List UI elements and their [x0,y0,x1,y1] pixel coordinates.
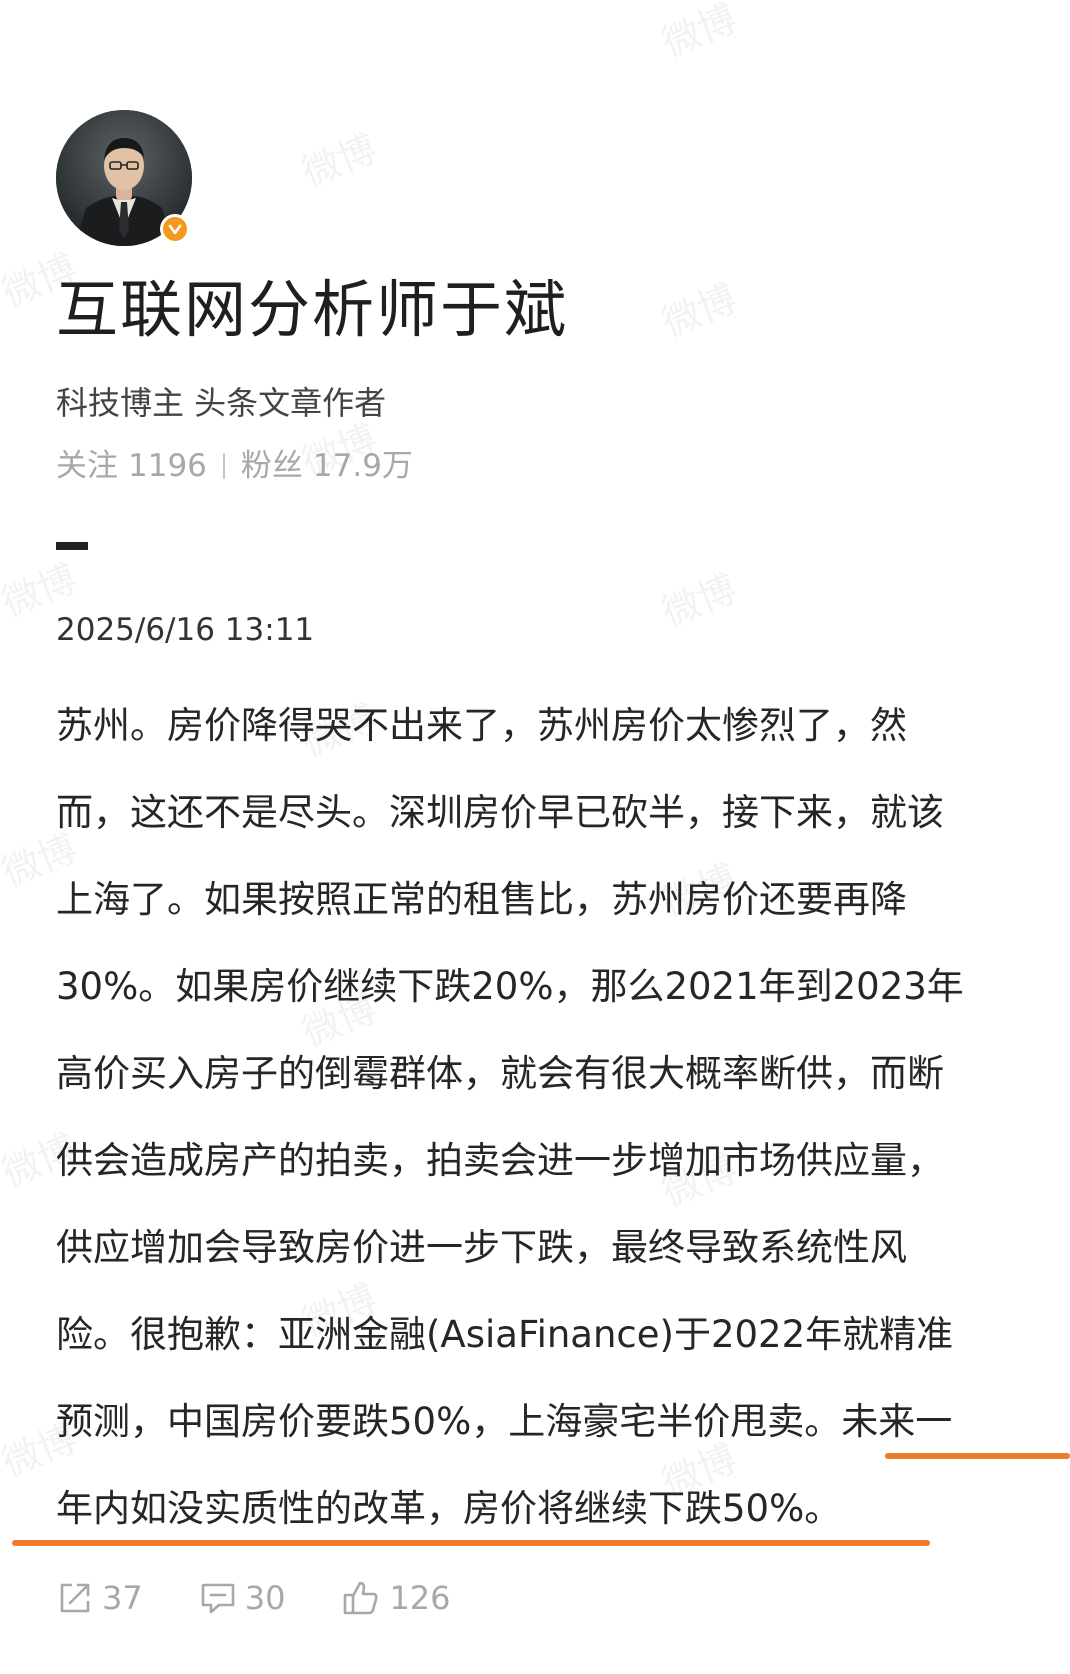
comment-button[interactable]: 30 [199,1579,286,1617]
post-body-line: 苏州。房价降得哭不出来了，苏州房价太惨烈了，然 [56,704,907,747]
followers-stat[interactable]: 粉丝 17.9万 [241,444,413,488]
share-button[interactable]: 37 [56,1579,143,1617]
profile-subtitle: 科技博主 头条文章作者 [56,384,387,422]
following-count: 1196 [128,448,207,484]
avatar-photo [56,110,192,246]
highlight-underline [885,1453,1070,1459]
watermark: 微博 [655,276,743,346]
verified-badge-icon [160,214,190,244]
post-body-line: 而，这还不是尽头。深圳房价早已砍半，接下来，就该 [56,791,944,834]
post-timestamp: 2025/6/16 13:11 [56,612,315,648]
watermark: 微博 [295,126,383,196]
post-body-line: 上海了。如果按照正常的租售比，苏州房价还要再降 [56,878,907,921]
following-label: 关注 [56,448,118,484]
followers-count: 17.9万 [312,448,413,484]
highlight-underline [12,1540,930,1546]
post-body: 苏州。房价降得哭不出来了，苏州房价太惨烈了，然 而，这还不是尽头。深圳房价早已砍… [56,682,1016,1552]
comment-count: 30 [244,1579,286,1617]
profile-stats: 关注 1196 粉丝 17.9万 [56,444,413,488]
section-divider [56,542,88,550]
post-body-line: 30%。如果房价继续下跌20%，那么2021年到2023年 [56,965,964,1008]
watermark: 微博 [655,566,743,636]
followers-label: 粉丝 [240,448,303,484]
like-icon [344,1581,378,1615]
profile-name[interactable]: 互联网分析师于斌 [56,273,569,346]
post-body-line: 险。很抱歉：亚洲金融(AsiaFinance)于2022年就精准 [56,1313,954,1356]
post-body-line: 高价买入房子的倒霉群体，就会有很大概率断供，而断 [56,1052,944,1095]
like-button[interactable]: 126 [341,1578,451,1618]
share-icon [60,1583,90,1613]
share-count: 37 [102,1579,143,1617]
post-action-bar: 37 30 126 [56,1578,507,1618]
post-body-line: 年内如没实质性的改革，房价将继续下跌50%。 [56,1487,842,1530]
stats-divider [222,453,225,479]
post-body-line: 供应增加会导致房价进一步下跌，最终导致系统性风 [56,1226,907,1269]
watermark: 微博 [655,0,743,66]
following-stat[interactable]: 关注 1196 [56,444,207,488]
comment-icon [201,1583,235,1614]
post-body-line: 预测，中国房价要跌50%，上海豪宅半价甩卖。未来一 [56,1400,953,1443]
avatar-portrait-icon [56,110,192,246]
avatar[interactable] [56,110,192,246]
like-count: 126 [389,1579,451,1617]
post-body-line: 供会造成房产的拍卖，拍卖会进一步增加市场供应量， [56,1139,944,1182]
